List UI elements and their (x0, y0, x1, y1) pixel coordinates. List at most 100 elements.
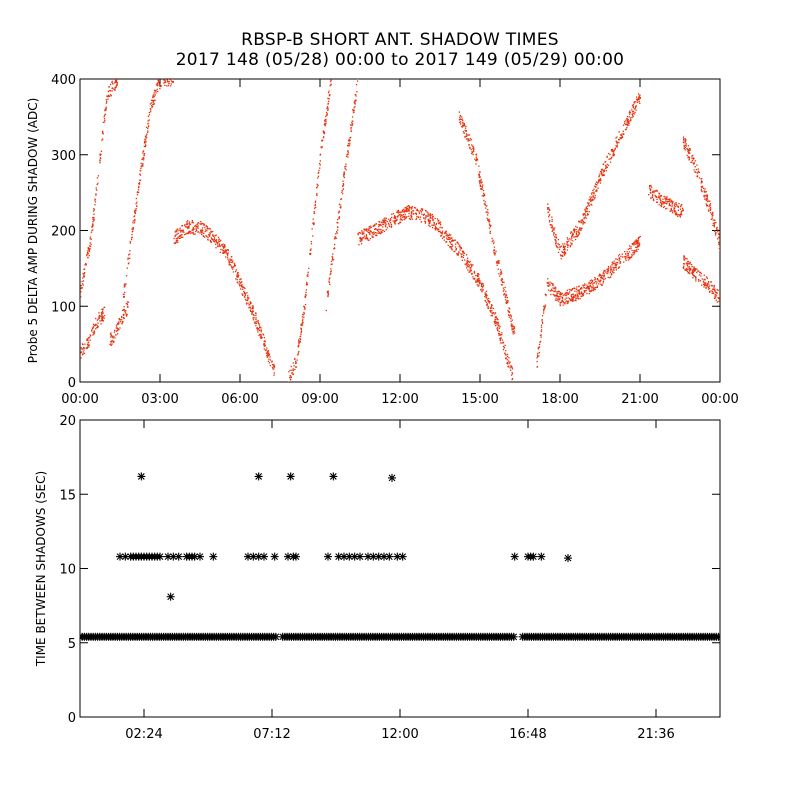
data-point (586, 284, 588, 286)
data-point (463, 123, 465, 126)
data-point (224, 246, 226, 248)
data-point (456, 254, 458, 256)
data-point (366, 229, 368, 231)
data-point (592, 285, 594, 287)
data-point (477, 279, 479, 281)
data-point (703, 190, 705, 192)
data-point (494, 313, 496, 315)
data-point (612, 263, 614, 265)
data-point (625, 128, 627, 130)
data-point (631, 104, 634, 107)
data-point (415, 213, 417, 216)
data-point (91, 226, 93, 228)
data-point (604, 164, 607, 167)
data-point (635, 240, 637, 242)
data-point (451, 249, 453, 251)
data-point (605, 167, 607, 169)
data-point (595, 186, 597, 188)
data-point (404, 207, 406, 209)
data-point (690, 161, 692, 163)
data-point (90, 238, 92, 240)
data-point (506, 302, 508, 304)
data-point (363, 235, 365, 237)
data-point (551, 226, 553, 228)
data-point (610, 150, 613, 152)
data-point (556, 246, 558, 248)
data-point (583, 217, 585, 219)
data-point (664, 198, 666, 200)
data-point (536, 360, 538, 363)
data-point (713, 224, 715, 226)
data-point (142, 165, 144, 167)
asterisk-marker (388, 473, 396, 482)
data-point (88, 346, 90, 348)
data-point (461, 259, 463, 261)
data-point (305, 291, 307, 294)
data-point (493, 249, 495, 251)
data-point (82, 284, 84, 286)
data-point (93, 218, 95, 221)
data-point (481, 186, 483, 188)
data-point (80, 285, 82, 287)
data-point (300, 333, 302, 335)
data-point (478, 175, 480, 177)
data-point (591, 199, 593, 202)
data-point (504, 286, 506, 289)
data-point (125, 275, 128, 277)
data-point (536, 357, 538, 359)
data-point (319, 160, 321, 162)
data-point (484, 293, 486, 295)
data-point (576, 231, 578, 233)
data-point (167, 81, 169, 83)
data-point (603, 279, 605, 281)
data-point (567, 297, 569, 299)
data-point (624, 128, 627, 131)
data-point (494, 254, 496, 256)
data-point (231, 267, 233, 269)
data-point (436, 227, 438, 229)
data-point (267, 353, 269, 355)
data-point (574, 295, 576, 297)
data-point (513, 330, 515, 332)
data-point (417, 210, 419, 212)
data-point (289, 369, 291, 371)
data-point (319, 164, 321, 166)
data-point (245, 303, 248, 305)
upper-data-points (80, 79, 720, 382)
data-point (306, 281, 308, 284)
data-point (598, 275, 600, 277)
data-point (380, 232, 383, 234)
data-point (346, 150, 349, 152)
data-point (113, 335, 115, 337)
data-point (359, 238, 361, 240)
data-point (260, 337, 262, 339)
data-point (292, 369, 295, 372)
data-point (229, 258, 231, 260)
data-point (459, 115, 461, 117)
data-point (557, 290, 560, 292)
data-point (560, 258, 562, 260)
data-point (565, 294, 567, 297)
data-point (436, 229, 438, 231)
data-point (246, 292, 248, 294)
data-point (485, 293, 487, 295)
data-point (233, 262, 235, 264)
data-point (613, 267, 616, 269)
data-point (701, 186, 703, 188)
data-point (109, 343, 111, 346)
data-point (486, 211, 488, 213)
data-point (470, 263, 472, 265)
data-point (564, 243, 566, 245)
data-point (592, 195, 594, 197)
data-point (388, 222, 390, 225)
data-point (300, 328, 302, 330)
asterisk-marker (254, 472, 263, 481)
data-point (685, 269, 688, 272)
data-point (388, 218, 390, 220)
data-point (382, 226, 384, 228)
data-point (511, 378, 513, 381)
data-point (96, 177, 99, 179)
data-point (482, 189, 485, 192)
data-point (606, 156, 608, 158)
